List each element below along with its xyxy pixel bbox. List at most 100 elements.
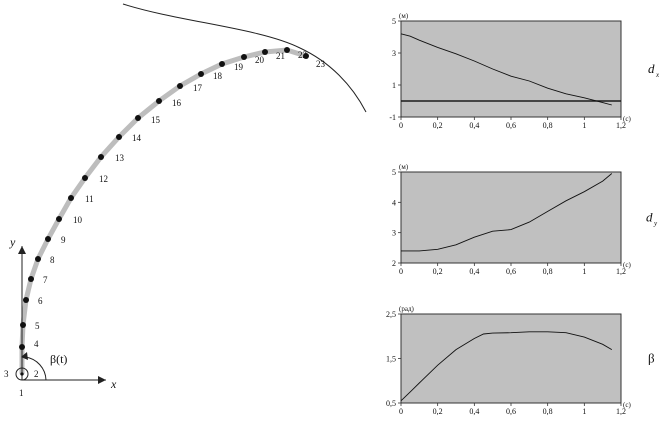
chart-side-label: d <box>646 210 653 225</box>
series-line <box>400 33 612 106</box>
trajectory-point <box>177 83 183 89</box>
x-tick-label: 0,6 <box>506 121 516 130</box>
trajectory-point-label: 9 <box>61 235 66 245</box>
trajectory-point <box>198 71 204 77</box>
y-unit-label: (м) <box>399 12 409 20</box>
y-tick-label: 4 <box>392 198 396 207</box>
x-tick-label: 0 <box>399 121 403 130</box>
trajectory-point <box>135 115 141 121</box>
y-unit-label: (м) <box>399 163 409 171</box>
angle-arrow-icon <box>21 352 28 360</box>
y-tick-label: 2 <box>392 259 396 268</box>
x-tick-label: 1 <box>582 121 586 130</box>
series-line <box>401 173 613 252</box>
x-unit-label: (c) <box>623 115 631 123</box>
side-label-2: 2 <box>34 369 39 379</box>
x-tick-label: 0,8 <box>543 267 553 276</box>
series-line <box>400 331 613 402</box>
trajectory-point <box>19 344 25 350</box>
boundary-curve <box>122 3 367 113</box>
trajectory-points: 4 5 6 789 10 11 12 13 14 15 16 17 18 19 20 21 22 23 <box>19 47 326 350</box>
side-label-3: 3 <box>4 369 9 379</box>
trajectory-point-label: 21 <box>276 51 285 61</box>
trajectory-diagram: y x β(t) 3 2 1 4 5 6 789 10 11 12 13 14 15 16 17 18 1… <box>4 3 367 398</box>
x-tick-label: 0,2 <box>433 407 443 416</box>
chart-side-label-subscript: y <box>653 220 658 228</box>
y-tick-label: 1,5 <box>386 355 396 364</box>
y-tick-label: 5 <box>392 17 396 26</box>
y-tick-label: 0,5 <box>386 399 396 408</box>
y-tick-label: 3 <box>392 49 396 58</box>
trajectory-point <box>116 134 122 140</box>
trajectory-point <box>241 54 247 60</box>
x-tick-label: 0,8 <box>543 121 553 130</box>
origin-dot-icon <box>20 372 24 376</box>
x-axis-label: x <box>110 377 117 391</box>
trajectory-point-label: 10 <box>73 215 83 225</box>
x-tick-label: 1,2 <box>616 407 626 416</box>
trajectory-point <box>20 322 26 328</box>
trajectory-point <box>262 49 268 55</box>
trajectory-point-label: 14 <box>132 133 142 143</box>
angle-arc <box>24 356 47 381</box>
x-tick-label: 0,2 <box>433 267 443 276</box>
trajectory-point-label: 4 <box>34 339 39 349</box>
x-tick-label: 0,4 <box>469 407 479 416</box>
y-tick-label: 3 <box>392 229 396 238</box>
trajectory-point-label: 16 <box>172 98 182 108</box>
y-tick-label: 1 <box>392 81 396 90</box>
trajectory-point-label: 17 <box>193 83 203 93</box>
side-label-1: 1 <box>19 388 24 398</box>
x-tick-label: 0,4 <box>469 267 479 276</box>
trajectory-point <box>219 61 225 67</box>
x-tick-label: 1,2 <box>616 267 626 276</box>
trajectory-point-label: 12 <box>99 174 108 184</box>
chart-side-label-subscript: x <box>655 71 660 79</box>
chart-plot-area <box>400 171 622 264</box>
trajectory-point <box>23 297 29 303</box>
x-tick-label: 0,6 <box>506 267 516 276</box>
chart-plot-area <box>400 20 622 118</box>
trajectory-point <box>98 154 104 160</box>
y-axis-arrow-icon <box>18 246 26 254</box>
x-tick-label: 0,2 <box>433 121 443 130</box>
trajectory-point <box>35 256 41 262</box>
chart-3: 0 0,2 0,4 0,6 0,8 1 1,2 2,5 1,5 0,5 (рад) (c) β <box>386 305 655 416</box>
trajectory-point-label: 6 <box>38 296 43 306</box>
x-unit-label: (c) <box>623 261 631 269</box>
trajectory-point-label: 15 <box>151 115 161 125</box>
y-unit-label: (рад) <box>399 305 414 313</box>
x-tick-label: 1,2 <box>616 121 626 130</box>
chart-side-label: β <box>648 351 655 366</box>
y-tick-label: -1 <box>389 113 396 122</box>
y-tick-label: 5 <box>392 168 396 177</box>
trajectory-point-label: 13 <box>115 153 125 163</box>
trajectory-point-label: 11 <box>85 194 94 204</box>
trajectory-path <box>19 47 309 376</box>
trajectory-point <box>156 98 162 104</box>
angle-label: β(t) <box>50 352 67 366</box>
chart-2: 0 0,2 0,4 0,6 0,8 1 1,2 5 4 3 2 (м) (c) d y <box>392 163 658 276</box>
trajectory-point-label: 20 <box>255 55 265 65</box>
trajectory-point-label: 18 <box>213 71 223 81</box>
trajectory-point <box>56 216 62 222</box>
x-tick-label: 0 <box>399 267 403 276</box>
x-tick-label: 1 <box>582 407 586 416</box>
trajectory-point-label: 19 <box>234 62 244 72</box>
y-tick-label: 2,5 <box>386 310 396 319</box>
x-tick-label: 0,6 <box>506 407 516 416</box>
origin-circle-icon <box>15 367 29 381</box>
trajectory-point <box>82 175 88 181</box>
trajectory-point <box>284 47 290 53</box>
chart-plot-area <box>400 313 622 404</box>
x-unit-label: (c) <box>623 401 631 409</box>
trajectory-point-label: 7 <box>43 275 48 285</box>
x-axis-arrow-icon <box>98 376 106 384</box>
trajectory-point <box>68 195 74 201</box>
trajectory-point-label: 23 <box>316 59 326 69</box>
trajectory-point <box>28 276 34 282</box>
chart-side-label: d <box>648 61 655 76</box>
x-tick-label: 0 <box>399 407 403 416</box>
